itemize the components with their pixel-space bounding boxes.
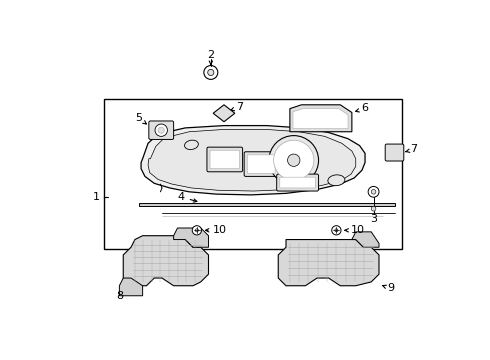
FancyBboxPatch shape — [277, 174, 318, 191]
Text: 2: 2 — [207, 50, 215, 60]
Polygon shape — [278, 239, 379, 286]
FancyBboxPatch shape — [280, 177, 316, 188]
Circle shape — [196, 229, 198, 232]
Ellipse shape — [328, 175, 345, 186]
Circle shape — [269, 136, 319, 185]
Ellipse shape — [185, 140, 198, 149]
Polygon shape — [293, 109, 348, 129]
Text: 4: 4 — [178, 192, 185, 202]
Text: 9: 9 — [387, 283, 394, 293]
Circle shape — [273, 140, 314, 180]
Polygon shape — [213, 105, 235, 122]
Polygon shape — [148, 130, 356, 191]
Text: 3: 3 — [370, 214, 377, 224]
Circle shape — [204, 66, 218, 80]
Circle shape — [371, 206, 376, 211]
Circle shape — [288, 154, 300, 166]
Text: 6: 6 — [362, 103, 368, 113]
FancyBboxPatch shape — [149, 121, 173, 139]
Polygon shape — [141, 126, 365, 195]
Polygon shape — [173, 228, 209, 247]
Circle shape — [335, 229, 338, 232]
Polygon shape — [123, 236, 209, 286]
Polygon shape — [290, 105, 352, 132]
FancyBboxPatch shape — [210, 150, 240, 169]
Text: 10: 10 — [351, 225, 365, 235]
Text: 1: 1 — [93, 192, 99, 202]
Circle shape — [158, 127, 164, 133]
Text: 5: 5 — [135, 113, 142, 123]
Circle shape — [371, 189, 376, 194]
FancyBboxPatch shape — [244, 152, 278, 176]
Circle shape — [368, 186, 379, 197]
Text: 7: 7 — [236, 102, 243, 112]
Polygon shape — [120, 278, 143, 296]
FancyBboxPatch shape — [385, 144, 404, 161]
Polygon shape — [352, 232, 379, 247]
Circle shape — [155, 124, 168, 136]
Circle shape — [208, 69, 214, 76]
Bar — [104, 99, 402, 249]
FancyBboxPatch shape — [207, 147, 243, 172]
Polygon shape — [139, 203, 394, 206]
FancyBboxPatch shape — [247, 155, 275, 173]
Text: 10: 10 — [213, 225, 227, 235]
Circle shape — [192, 226, 201, 235]
Text: 7: 7 — [410, 144, 417, 154]
Text: 8: 8 — [116, 291, 123, 301]
Circle shape — [332, 226, 341, 235]
